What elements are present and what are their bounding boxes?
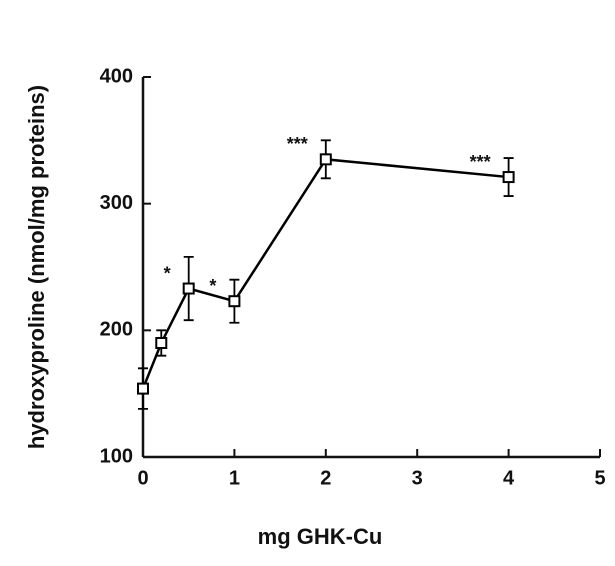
y-axis-label: hydroxyproline (nmol/mg proteins) <box>24 85 49 449</box>
significance-mark: * <box>164 263 171 283</box>
significance-mark: * <box>209 276 216 296</box>
data-point <box>319 153 332 166</box>
data-point <box>155 337 168 349</box>
x-axis-label: mg GHK-Cu <box>258 524 383 549</box>
x-tick-label: 5 <box>594 467 605 489</box>
data-point <box>137 382 149 395</box>
data-line <box>141 158 509 390</box>
y-tick-label: 200 <box>100 319 133 341</box>
data-point <box>502 171 515 184</box>
significance-mark: *** <box>470 152 491 172</box>
x-tick-label: 0 <box>137 467 148 489</box>
y-tick-label: 400 <box>100 65 133 87</box>
data-point <box>182 282 195 295</box>
x-tick-label: 2 <box>320 467 331 489</box>
significance-mark: *** <box>287 134 308 154</box>
x-tick-label: 4 <box>503 467 515 489</box>
x-tick-label: 1 <box>229 467 240 489</box>
y-tick-label: 100 <box>100 445 133 467</box>
data-point <box>228 295 241 308</box>
x-tick-label: 3 <box>412 467 423 489</box>
y-tick-label: 300 <box>100 192 133 214</box>
